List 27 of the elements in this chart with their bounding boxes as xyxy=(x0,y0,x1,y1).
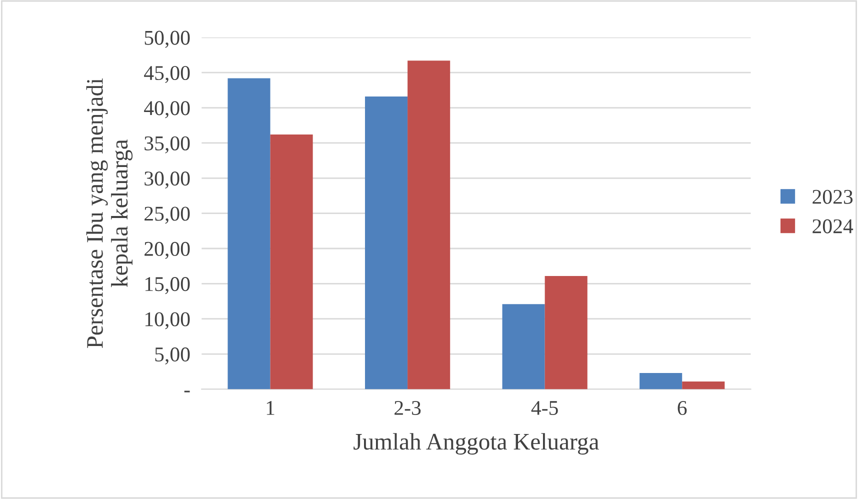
x-tick-label: 6 xyxy=(678,400,687,415)
y-tick-label: 10,00 xyxy=(145,312,190,330)
legend-label: 2023 xyxy=(812,190,853,204)
y-tick-label: 15,00 xyxy=(145,277,190,294)
bar xyxy=(502,304,545,390)
bar xyxy=(408,60,450,390)
y-tick-label: 50,00 xyxy=(144,30,190,48)
y-tick-label: 40,00 xyxy=(144,101,190,118)
bar xyxy=(228,78,270,390)
bar xyxy=(544,276,588,390)
bar xyxy=(270,134,313,390)
y-tick-label: 25,00 xyxy=(144,206,190,224)
y-tick-label: 45,00 xyxy=(144,66,190,84)
y-tick-label: - xyxy=(184,390,190,392)
y-tick-label: 35,00 xyxy=(144,136,190,154)
y-axis-title: Persentase Ibu yang menjadi kepala keluarga xyxy=(86,78,133,348)
bar xyxy=(682,381,725,390)
y-tick-label: 20,00 xyxy=(144,242,190,259)
x-axis-title: Jumlah Anggota Keluarga xyxy=(354,433,599,455)
bar xyxy=(640,373,682,390)
y-tick-label: 5,00 xyxy=(155,347,190,364)
x-tick-label: 1 xyxy=(266,401,274,415)
x-tick-label: 4-5 xyxy=(531,401,558,415)
x-tick-label: 2-3 xyxy=(394,400,421,415)
bar xyxy=(364,96,408,390)
legend-label: 2024 xyxy=(812,219,854,234)
y-tick-label: 30,00 xyxy=(144,172,190,189)
